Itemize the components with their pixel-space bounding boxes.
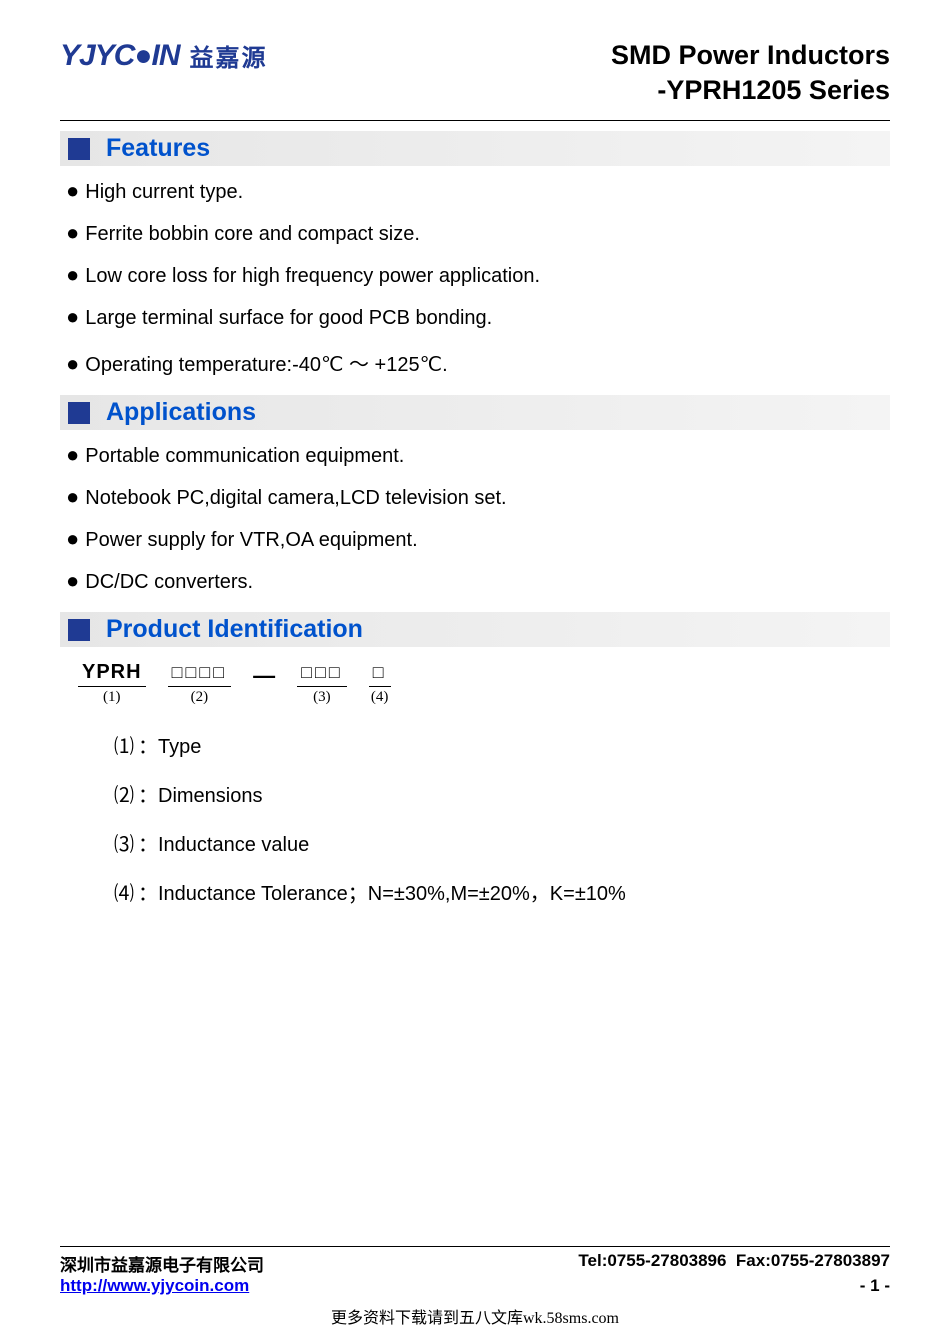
feature-text: High current type. [85, 181, 243, 204]
list-item: ● Portable communication equipment. [66, 444, 890, 468]
legend-text: ：Inductance value [138, 828, 309, 857]
feature-text: Large terminal surface for good PCB bond… [85, 307, 492, 330]
section-header-applications: Applications [60, 395, 890, 430]
product-id-diagram: YPRH (1) □□□□ (2) — □□□ (3) □ (4) [78, 661, 890, 706]
logo-en-text: YJYC●IN [60, 39, 180, 73]
product-id-title: Product Identification [106, 615, 363, 644]
pid-code-1: YPRH [78, 661, 146, 687]
legend-text: ：Dimensions [138, 779, 262, 808]
legend-text: ：Inductance Tolerance；N=±30%,M=±20%，K=±1… [138, 877, 626, 906]
pid-group-1: YPRH (1) [78, 661, 146, 706]
section-square-icon [68, 619, 90, 641]
watermark-text: 更多资料下载请到五八文库wk.58sms.com [0, 1304, 950, 1328]
footer-url-link[interactable]: http://www.yjycoin.com [60, 1276, 249, 1296]
application-text: DC/DC converters. [85, 571, 253, 594]
feature-text: Operating temperature:-40℃ ～ +125℃. [85, 348, 447, 377]
list-item: ● Large terminal surface for good PCB bon… [66, 306, 890, 330]
applications-list: ● Portable communication equipment. ● Note… [66, 444, 890, 594]
section-header-product-id: Product Identification [60, 612, 890, 647]
pid-label-4: (4) [371, 689, 389, 706]
feature-text: Ferrite bobbin core and compact size. [85, 223, 420, 246]
bullet-icon: ● [66, 306, 79, 328]
title-line-2: -YPRH1205 Series [611, 73, 890, 108]
company-logo: YJYC●IN 益嘉源 [60, 38, 268, 73]
product-id-legend: ⑴：Type ⑵：Dimensions ⑶：Inductance value ⑷… [114, 730, 890, 906]
bullet-icon: ● [66, 486, 79, 508]
header-divider [60, 120, 890, 121]
pid-group-2: □□□□ (2) [168, 661, 232, 706]
feature-text: Low core loss for high frequency power a… [85, 265, 540, 288]
footer-divider [60, 1246, 890, 1247]
pid-group-3: □□□ (3) [297, 661, 347, 706]
section-square-icon [68, 402, 90, 424]
logo-cn-text: 益嘉源 [190, 38, 268, 73]
list-item: ● DC/DC converters. [66, 570, 890, 594]
bullet-icon: ● [66, 222, 79, 244]
page-number: - 1 - [860, 1276, 890, 1296]
legend-num: ⑷ [114, 877, 134, 906]
footer-fax: Fax:0755-27803897 [736, 1251, 890, 1270]
list-item: ● Operating temperature:-40℃ ～ +125℃. [66, 348, 890, 377]
pid-label-1: (1) [103, 689, 121, 706]
legend-num: ⑵ [114, 779, 134, 808]
bullet-icon: ● [66, 528, 79, 550]
footer-row-1: 深圳市益嘉源电子有限公司 Tel:0755-27803896 Fax:0755-… [60, 1251, 890, 1276]
legend-num: ⑴ [114, 730, 134, 759]
application-text: Notebook PC,digital camera,LCD televisio… [85, 487, 506, 510]
list-item: ● High current type. [66, 180, 890, 204]
features-title: Features [106, 134, 210, 163]
list-item: ● Low core loss for high frequency power … [66, 264, 890, 288]
legend-item: ⑵：Dimensions [114, 779, 890, 808]
pid-dash: — [253, 661, 275, 689]
pid-code-4: □ [369, 661, 391, 687]
application-text: Power supply for VTR,OA equipment. [85, 529, 417, 552]
footer-tel: Tel:0755-27803896 [578, 1251, 726, 1270]
title-line-1: SMD Power Inductors [611, 38, 890, 73]
legend-item: ⑶：Inductance value [114, 828, 890, 857]
footer-row-2: http://www.yjycoin.com - 1 - [60, 1276, 890, 1296]
pid-label-2: (2) [191, 689, 209, 706]
pid-label-3: (3) [313, 689, 331, 706]
pid-code-2: □□□□ [168, 661, 232, 687]
legend-num: ⑶ [114, 828, 134, 857]
pid-code-3: □□□ [297, 661, 347, 687]
footer: 深圳市益嘉源电子有限公司 Tel:0755-27803896 Fax:0755-… [60, 1246, 890, 1296]
legend-item: ⑴：Type [114, 730, 890, 759]
features-list: ● High current type. ● Ferrite bobbin core… [66, 180, 890, 377]
applications-title: Applications [106, 398, 256, 427]
section-square-icon [68, 138, 90, 160]
legend-text: ：Type [138, 730, 201, 759]
footer-company: 深圳市益嘉源电子有限公司 [60, 1251, 264, 1276]
bullet-icon: ● [66, 180, 79, 202]
list-item: ● Ferrite bobbin core and compact size. [66, 222, 890, 246]
application-text: Portable communication equipment. [85, 445, 404, 468]
bullet-icon: ● [66, 353, 79, 375]
bullet-icon: ● [66, 444, 79, 466]
pid-group-4: □ (4) [369, 661, 391, 706]
list-item: ● Power supply for VTR,OA equipment. [66, 528, 890, 552]
document-title: SMD Power Inductors -YPRH1205 Series [611, 38, 890, 108]
list-item: ● Notebook PC,digital camera,LCD televisi… [66, 486, 890, 510]
bullet-icon: ● [66, 264, 79, 286]
bullet-icon: ● [66, 570, 79, 592]
header: YJYC●IN 益嘉源 SMD Power Inductors -YPRH120… [60, 38, 890, 108]
section-header-features: Features [60, 131, 890, 166]
legend-item: ⑷：Inductance Tolerance；N=±30%,M=±20%，K=±… [114, 877, 890, 906]
footer-contact: Tel:0755-27803896 Fax:0755-27803897 [578, 1251, 890, 1276]
